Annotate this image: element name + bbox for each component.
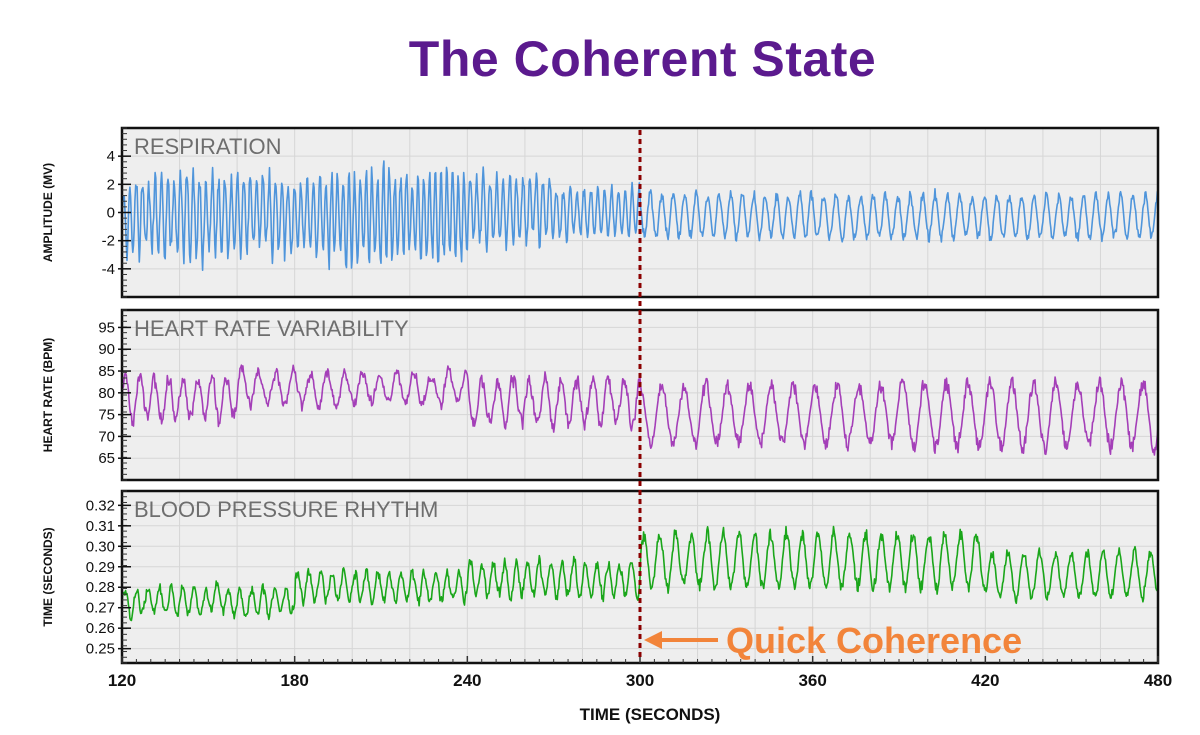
- y-axis-label: HEART RATE (BPM): [41, 338, 55, 452]
- y-tick-label: 70: [98, 428, 115, 445]
- x-tick-label: 300: [626, 671, 654, 690]
- annotation-arrow-head: [644, 631, 662, 649]
- y-tick-label: 4: [107, 148, 115, 165]
- y-tick-label: 0.25: [86, 641, 115, 658]
- panel-respiration: 4 2 0 -2 -4 AMPLITUDE (MV) RESPIRATION: [41, 126, 1160, 299]
- x-tick-label: 240: [453, 671, 481, 690]
- y-tick-label: -2: [102, 233, 115, 250]
- y-tick-label: 0.29: [86, 559, 115, 576]
- annotation-label: Quick Coherence: [726, 620, 1022, 661]
- panel-title: BLOOD PRESSURE RHYTHM: [134, 497, 438, 522]
- y-tick-label: 80: [98, 385, 115, 402]
- x-tick-label: 480: [1144, 671, 1172, 690]
- x-tick-label: 420: [971, 671, 999, 690]
- panel-title: RESPIRATION: [134, 134, 282, 159]
- x-axis: 120 180 240 300 360 420 480 TIME (SECONDS): [108, 656, 1172, 724]
- y-tick-label: 0: [107, 205, 115, 222]
- y-tick-label: 0.32: [86, 497, 115, 514]
- panel-title: HEART RATE VARIABILITY: [134, 316, 409, 341]
- y-tick-label: 65: [98, 450, 115, 467]
- y-tick-label: 0.26: [86, 620, 115, 637]
- y-tick-label: 0.27: [86, 600, 115, 617]
- y-tick-label: 0.28: [86, 579, 115, 596]
- series-line-hrv: [122, 364, 1158, 456]
- x-tick-label: 180: [280, 671, 308, 690]
- y-tick-label: 0.31: [86, 518, 115, 535]
- y-tick-label: 75: [98, 407, 115, 424]
- y-tick-label: 85: [98, 363, 115, 380]
- x-tick-label: 120: [108, 671, 136, 690]
- series-line-bp: [122, 525, 1158, 622]
- y-tick-label: -4: [102, 261, 115, 278]
- x-axis-label: TIME (SECONDS): [580, 705, 721, 724]
- marker-layer: Quick Coherence: [638, 130, 1022, 661]
- y-tick-label: 0.30: [86, 538, 115, 555]
- y-axis-label: TIME (SECONDS): [41, 527, 55, 626]
- x-tick-label: 360: [798, 671, 826, 690]
- y-tick-label: 90: [98, 341, 115, 358]
- panels-layer: 4 2 0 -2 -4 AMPLITUDE (MV) RESPIRATION 95 90 85 80…: [41, 126, 1160, 665]
- y-tick-label: 95: [98, 319, 115, 336]
- chart-title: The Coherent State: [408, 31, 877, 87]
- y-tick-label: 2: [107, 176, 115, 193]
- panel-hrv: 95 90 85 80 75 70 65 HEART RATE (BPM) HEART RATE…: [41, 308, 1160, 482]
- y-axis-label: AMPLITUDE (MV): [41, 163, 55, 262]
